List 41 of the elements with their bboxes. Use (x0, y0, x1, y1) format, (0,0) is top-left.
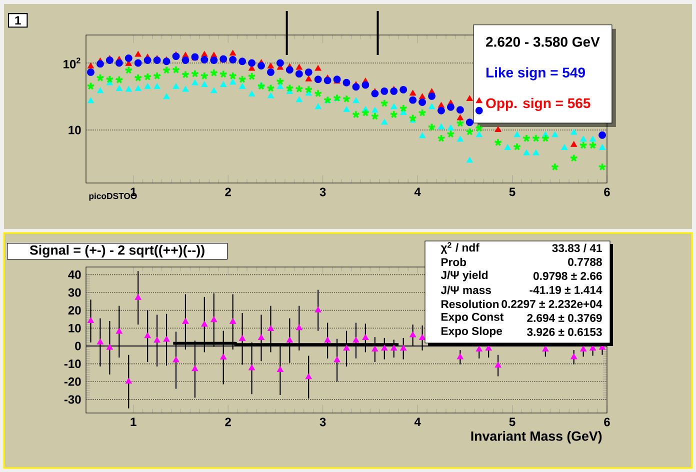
annotation: 3.926 ± 0.6153 (527, 328, 602, 336)
x-tick-label: 4 (414, 418, 421, 426)
y-tick-label: 0 (75, 342, 81, 350)
y-tick-label: 40 (68, 270, 81, 279)
y-tick-label: 20 (68, 306, 81, 315)
text: 1 (15, 16, 21, 24)
y-tick-label: -30 (64, 395, 81, 404)
x-tick-label: 3 (320, 188, 326, 196)
annotation: Resolution (441, 300, 499, 308)
x-tick-label: 2 (225, 418, 231, 426)
y-tick-label: 10 (68, 126, 81, 134)
x-tick-label: 4 (414, 188, 421, 196)
chart-title: Signal = (+-) - 2 sqrt((++)(--)) (30, 245, 204, 258)
annotation: Expo Const (441, 312, 504, 324)
annotation: Expo Slope (441, 326, 502, 338)
annotation: J/Ψ mass (440, 286, 491, 294)
series-label: Opp. sign = 565 (486, 98, 590, 111)
series-label: Like sign = 549 (486, 67, 585, 80)
annotation: 0.2297 ± 2.232e+04 (502, 300, 602, 308)
text: 0.7788 (568, 258, 602, 266)
annotation: -41.19 ± 1.414 (530, 286, 602, 294)
text: χ$^{2}$ / ndf (440, 242, 480, 254)
text: Prob (441, 258, 466, 266)
x-tick-label: 1 (130, 418, 136, 426)
text: 33.83 / 41 (552, 244, 602, 252)
x-tick-label: 3 (320, 418, 326, 426)
annotation: 2.694 ± 0.3769 (527, 314, 602, 322)
x-tick-label: 5 (509, 188, 516, 196)
legend-title: 2.620 - 3.580 GeV (486, 36, 600, 47)
y-tick-label: 10 (68, 324, 81, 332)
annotation: J/Ψ yield (440, 270, 488, 282)
annotation: 0.9798 ± 2.66 (533, 272, 602, 280)
y-tick-label: 30 (68, 288, 81, 297)
y-tick-label: -10 (64, 360, 81, 368)
x-tick-label: 2 (225, 188, 231, 196)
y-tick-label: 10$^{2}$ (64, 58, 80, 68)
y-tick-label: -20 (64, 377, 81, 386)
x-tick-label: 5 (509, 418, 516, 426)
x-tick-label: 6 (604, 418, 610, 426)
x-tick-label: 6 (604, 188, 610, 196)
x-axis-title: Invariant Mass (GeV) (471, 431, 602, 444)
